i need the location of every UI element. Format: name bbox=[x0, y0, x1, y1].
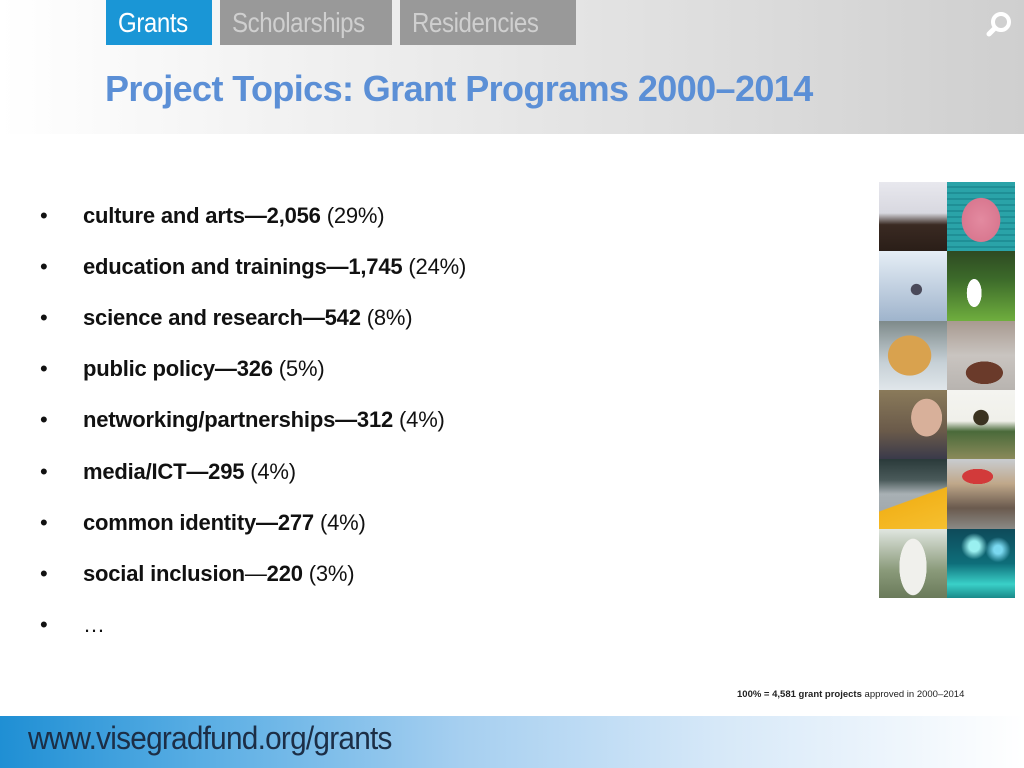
topic-name: science and research bbox=[83, 304, 303, 330]
topic-percent: (4%) bbox=[399, 407, 445, 433]
topic-name: education and trainings bbox=[83, 253, 327, 279]
bullet: • bbox=[40, 612, 48, 638]
photo-pink-dress bbox=[947, 182, 1015, 252]
photo-roadside-cross bbox=[947, 390, 1015, 460]
photo-breakdancers bbox=[947, 320, 1015, 390]
tab-scholarships[interactable]: Scholarships bbox=[220, 0, 392, 45]
topic-percent: (4%) bbox=[319, 509, 366, 535]
footnote: 100% = 4,581 grant projects approved in … bbox=[737, 689, 964, 700]
bullet: • bbox=[40, 356, 48, 382]
topic-dash: — bbox=[335, 407, 357, 433]
topic-name: culture and arts bbox=[83, 202, 245, 228]
topic-percent: (29%) bbox=[326, 202, 385, 228]
footer-band: www.visegradfund.org/grants bbox=[0, 716, 1024, 768]
topic-count: 295 bbox=[208, 458, 245, 484]
photo-group-portrait bbox=[879, 390, 947, 460]
list-item: • science and research —542 (8%) bbox=[40, 292, 466, 343]
topic-list: • culture and arts —2,056 (29%) • educatio… bbox=[40, 190, 466, 651]
photo-wedding bbox=[947, 251, 1015, 321]
bullet: • bbox=[40, 509, 48, 535]
photo-teal-lights bbox=[947, 528, 1015, 598]
list-item: • common identity —277 (4%) bbox=[40, 497, 466, 548]
photo-dog bbox=[879, 320, 947, 390]
topic-dash: — bbox=[302, 304, 325, 330]
topic-count: 1,745 bbox=[348, 253, 403, 279]
topic-count: 2,056 bbox=[266, 202, 321, 228]
list-item: • public policy —326 (5%) bbox=[40, 344, 466, 395]
tab-residencies-label: Residencies bbox=[412, 6, 539, 38]
topic-percent: (8%) bbox=[366, 304, 413, 330]
topic-count: 220 bbox=[266, 560, 303, 586]
tab-scholarships-label: Scholarships bbox=[232, 6, 365, 38]
footnote-total: 100% = 4,581 grant projects bbox=[737, 689, 862, 700]
topic-count: 326 bbox=[236, 356, 273, 382]
footer-url-link[interactable]: www.visegradfund.org/grants bbox=[28, 720, 392, 756]
topic-dash: — bbox=[244, 202, 267, 228]
bullet: • bbox=[40, 304, 48, 330]
topic-count: 312 bbox=[356, 407, 394, 433]
topic-name: social inclusion bbox=[83, 560, 245, 586]
photo-red-roof-village bbox=[947, 459, 1015, 529]
topic-ellipsis: … bbox=[83, 612, 105, 638]
list-item: • networking/partnerships —312 (4%) bbox=[40, 395, 466, 446]
bullet: • bbox=[40, 253, 48, 279]
photo-child-on-ice bbox=[879, 251, 947, 321]
topic-name: networking/partnerships bbox=[83, 407, 336, 433]
list-item: • media/ICT —295 (4%) bbox=[40, 446, 466, 497]
topic-dash: — bbox=[256, 509, 278, 535]
topic-percent: (24%) bbox=[408, 253, 467, 279]
bullet: • bbox=[40, 407, 48, 433]
photo-building-yellow bbox=[879, 459, 947, 529]
bullet: • bbox=[40, 458, 48, 484]
topic-dash: — bbox=[326, 253, 349, 279]
topic-dash: — bbox=[186, 458, 209, 484]
search-button[interactable] bbox=[984, 10, 1014, 40]
topic-percent: (4%) bbox=[250, 458, 296, 484]
tab-residencies[interactable]: Residencies bbox=[400, 0, 576, 45]
list-item: • education and trainings —1,745 (24%) bbox=[40, 241, 466, 292]
page-title: Project Topics: Grant Programs 2000–2014 bbox=[105, 68, 813, 109]
bullet: • bbox=[40, 202, 48, 228]
search-icon bbox=[986, 12, 1011, 37]
photo-collage bbox=[879, 182, 1015, 598]
photo-couple-forest bbox=[879, 528, 947, 598]
footnote-rest: approved in 2000–2014 bbox=[861, 689, 965, 700]
list-item: • social inclusion —220 (3%) bbox=[40, 548, 466, 599]
topic-count: 277 bbox=[277, 509, 314, 535]
topic-name: public policy bbox=[83, 356, 215, 382]
topic-count: 542 bbox=[324, 304, 361, 330]
topic-dash: — bbox=[214, 356, 237, 382]
nav-tabs: Grants Scholarships Residencies bbox=[106, 0, 576, 45]
tab-grants-label: Grants bbox=[118, 6, 188, 38]
header-band: Grants Scholarships Residencies Project … bbox=[0, 0, 1024, 134]
photo-cross-silhouette bbox=[879, 182, 947, 252]
topic-percent: (3%) bbox=[308, 560, 355, 586]
bullet: • bbox=[40, 560, 48, 586]
topic-name: media/ICT bbox=[83, 458, 187, 484]
list-item: • culture and arts —2,056 (29%) bbox=[40, 190, 466, 241]
tab-grants[interactable]: Grants bbox=[106, 0, 212, 45]
topic-name: common identity bbox=[83, 509, 257, 535]
list-item: • … bbox=[40, 600, 466, 651]
topic-dash: — bbox=[244, 560, 267, 586]
topic-percent: (5%) bbox=[278, 356, 325, 382]
